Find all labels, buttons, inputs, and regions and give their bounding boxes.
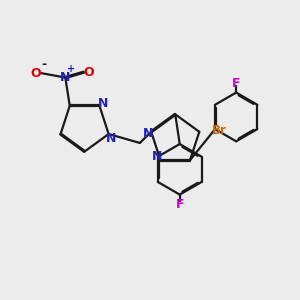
Text: N: N: [60, 71, 70, 84]
Text: N: N: [98, 97, 108, 110]
Text: N: N: [106, 132, 116, 145]
Text: -: -: [41, 58, 46, 71]
Text: N: N: [152, 150, 163, 163]
Text: +: +: [67, 64, 75, 74]
Text: F: F: [176, 198, 184, 211]
Text: N: N: [142, 127, 153, 140]
Text: F: F: [232, 76, 240, 90]
Text: Br: Br: [212, 124, 226, 137]
Text: O: O: [84, 66, 94, 79]
Text: O: O: [30, 67, 41, 80]
